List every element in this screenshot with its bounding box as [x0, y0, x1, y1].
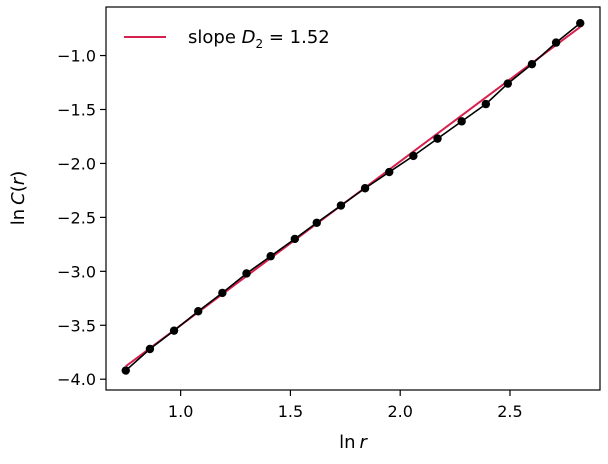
- data-point: [145, 344, 155, 354]
- x-axis-ticks: 1.0 1.5 2.0 2.5: [168, 390, 523, 421]
- y-tick-label: −4.0: [57, 370, 96, 389]
- legend: slope D2 = 1.52: [124, 27, 330, 51]
- data-point: [290, 234, 300, 244]
- y-tick-label: −2.0: [57, 154, 96, 173]
- data-point: [576, 18, 585, 28]
- data-point: [242, 269, 251, 278]
- x-tick-label: 2.5: [497, 402, 522, 421]
- x-axis-label-var: r: [360, 432, 369, 453]
- legend-label-symbol: D: [242, 27, 256, 48]
- y-axis-label: ln C(r): [8, 171, 29, 225]
- data-point: [503, 79, 512, 88]
- y-axis-label-close: ): [8, 171, 29, 178]
- plot-background: [106, 7, 600, 390]
- data-point: [385, 167, 394, 177]
- data-series-layer: [121, 18, 585, 375]
- data-point: [360, 184, 370, 193]
- y-tick-label: −3.0: [57, 262, 96, 281]
- plot-frame: [105, 6, 601, 391]
- x-tick-label: 1.0: [168, 402, 193, 421]
- y-axis-label-ln: ln: [8, 209, 29, 225]
- y-axis-label-var: r: [8, 176, 29, 185]
- x-tick-label: 2.0: [387, 402, 412, 421]
- y-axis-label-open: (: [8, 185, 29, 192]
- y-tick-label: −3.5: [57, 316, 96, 335]
- y-tick-label: −2.5: [57, 208, 96, 227]
- data-point: [169, 326, 179, 335]
- data-point: [336, 201, 346, 210]
- data-point: [312, 218, 321, 227]
- data-point: [194, 307, 203, 316]
- y-tick-label: −1.5: [57, 100, 96, 119]
- data-point: [457, 117, 466, 126]
- data-point: [433, 134, 442, 143]
- y-tick-label: −1.0: [57, 47, 96, 66]
- y-axis-label-func: C: [8, 192, 29, 205]
- data-point: [409, 151, 418, 161]
- data-point: [481, 99, 491, 109]
- legend-label-prefix: slope: [188, 27, 242, 48]
- data-point: [121, 366, 130, 375]
- x-tick-label: 1.5: [278, 402, 303, 421]
- x-axis-label-ln: ln: [339, 432, 355, 453]
- x-axis-label: ln r: [339, 432, 368, 453]
- legend-label-subscript: 2: [256, 37, 264, 51]
- data-point: [218, 288, 227, 298]
- legend-label-fit: slope D2 = 1.52: [188, 27, 330, 51]
- data-line: [125, 22, 581, 372]
- data-point: [551, 38, 561, 47]
- legend-label-suffix: = 1.52: [263, 27, 330, 48]
- data-point: [266, 252, 275, 261]
- data-point: [527, 59, 537, 69]
- y-axis-ticks: −4.0 −3.5 −3.0 −2.5 −2.0 −1.5 −1.0: [57, 47, 106, 389]
